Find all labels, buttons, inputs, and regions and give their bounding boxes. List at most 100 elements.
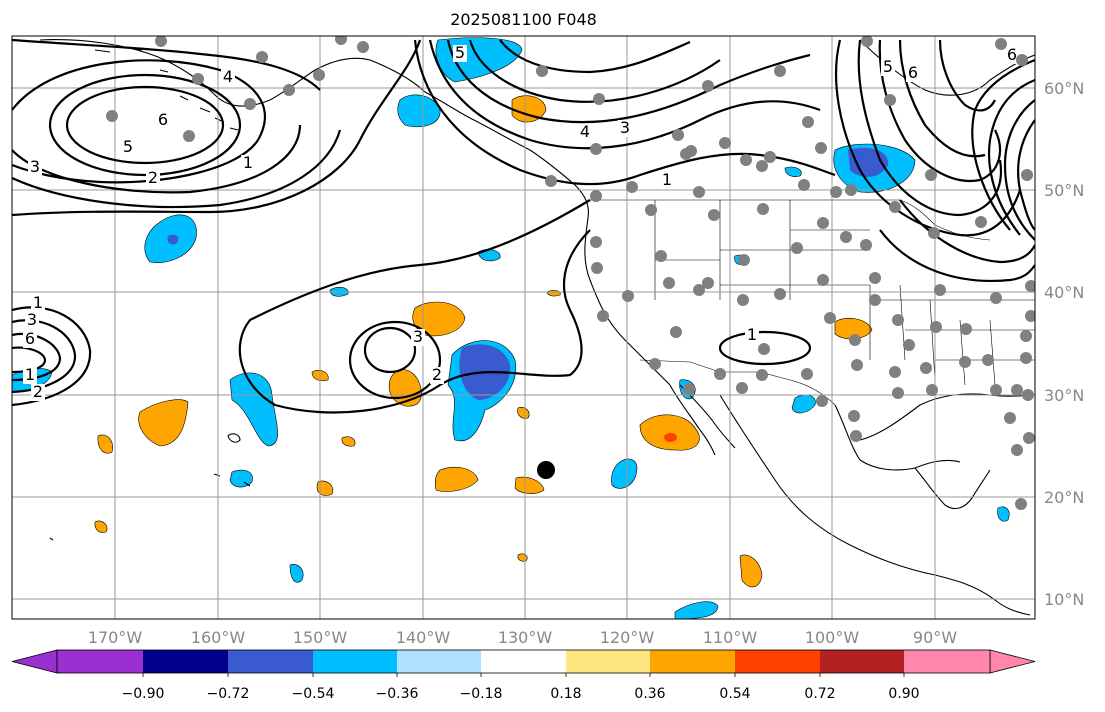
latitude-label: 40°N bbox=[1044, 283, 1084, 302]
station-dot bbox=[683, 383, 695, 395]
latitude-labels: 60°N 50°N 40°N 30°N 20°N 10°N bbox=[1044, 79, 1084, 609]
colorbar bbox=[11, 649, 1036, 674]
colorbar-segment bbox=[57, 650, 143, 673]
contour-label: 1 bbox=[747, 325, 757, 344]
contour-label: 1 bbox=[25, 365, 35, 384]
station-dot bbox=[738, 254, 750, 266]
longitude-label: 100°W bbox=[805, 628, 860, 647]
station-dot bbox=[817, 274, 829, 286]
latitude-label: 60°N bbox=[1044, 79, 1084, 98]
contour-label: 2 bbox=[148, 168, 158, 187]
station-dot bbox=[757, 203, 769, 215]
contour-label: 5 bbox=[883, 57, 893, 76]
latitude-label: 50°N bbox=[1044, 181, 1084, 200]
station-dot bbox=[889, 366, 901, 378]
station-dot bbox=[155, 36, 167, 47]
colorbar-segment bbox=[650, 650, 735, 673]
colorbar-outline bbox=[56, 649, 991, 674]
contour-label-background bbox=[1005, 47, 1019, 64]
station-dot bbox=[740, 154, 752, 166]
contour-label-background bbox=[618, 120, 632, 137]
colorbar-extend-left bbox=[11, 649, 58, 674]
contour-label-background bbox=[121, 139, 135, 156]
station-dot bbox=[649, 358, 661, 370]
station-dot bbox=[764, 151, 776, 163]
station-dot bbox=[702, 80, 714, 92]
station-dot bbox=[693, 284, 705, 296]
station-dot bbox=[591, 262, 603, 274]
station-dot bbox=[597, 310, 609, 322]
station-dot bbox=[860, 239, 872, 251]
station-dot bbox=[622, 290, 634, 302]
colorbar-segment bbox=[904, 650, 990, 673]
station-dot bbox=[536, 65, 548, 77]
contour-label-background bbox=[25, 312, 39, 329]
contour-label: 6 bbox=[1007, 45, 1017, 64]
station-dot bbox=[645, 204, 657, 216]
longitude-label: 140°W bbox=[396, 628, 451, 647]
contour-label-background bbox=[31, 295, 45, 312]
station-dot bbox=[256, 51, 268, 63]
colorbar-tick-label: 0.36 bbox=[634, 686, 665, 702]
station-dot bbox=[1022, 389, 1034, 401]
contour-label-background bbox=[453, 45, 467, 62]
contour-label: 4 bbox=[580, 122, 590, 141]
station-dot bbox=[990, 384, 1002, 396]
station-dot bbox=[928, 227, 940, 239]
station-dot bbox=[283, 84, 295, 96]
station-dot bbox=[845, 184, 857, 196]
colorbar-segment bbox=[820, 650, 904, 673]
longitude-label: 170°W bbox=[88, 628, 143, 647]
contour-label: 3 bbox=[30, 157, 40, 176]
station-dot bbox=[982, 354, 994, 366]
station-dot bbox=[693, 186, 705, 198]
station-dot bbox=[1025, 280, 1035, 292]
station-dot bbox=[869, 294, 881, 306]
contour-label-background bbox=[906, 65, 920, 82]
station-dot bbox=[183, 130, 195, 142]
station-dot bbox=[244, 98, 256, 110]
contour-label-background bbox=[31, 384, 45, 401]
longitude-label: 150°W bbox=[293, 628, 348, 647]
station-dot bbox=[892, 387, 904, 399]
station-dot bbox=[903, 339, 915, 351]
station-dot bbox=[975, 216, 987, 228]
location-marker bbox=[537, 461, 555, 479]
latitude-label: 20°N bbox=[1044, 488, 1084, 507]
latitude-label: 10°N bbox=[1044, 590, 1084, 609]
station-dot bbox=[593, 93, 605, 105]
station-dot bbox=[655, 250, 667, 262]
station-dot bbox=[680, 148, 692, 160]
station-dot bbox=[708, 209, 720, 221]
station-dot bbox=[815, 142, 827, 154]
station-dot bbox=[1011, 384, 1023, 396]
contour-label: 2 bbox=[33, 382, 43, 401]
map-frame bbox=[11, 35, 1036, 620]
station-dot bbox=[926, 384, 938, 396]
colorbar-tick-label: 0.18 bbox=[550, 686, 581, 702]
station-dot bbox=[1011, 444, 1023, 456]
contour-label-background bbox=[660, 172, 674, 189]
contour-label: 3 bbox=[27, 310, 37, 329]
station-dot bbox=[925, 169, 937, 181]
longitude-label: 160°W bbox=[191, 628, 246, 647]
station-dot bbox=[851, 359, 863, 371]
station-dot bbox=[313, 69, 325, 81]
station-dot bbox=[736, 382, 748, 394]
station-dot bbox=[840, 231, 852, 243]
station-dot bbox=[545, 175, 557, 187]
contour-label-background bbox=[745, 327, 759, 344]
longitude-label: 130°W bbox=[498, 628, 553, 647]
contour-label: 1 bbox=[243, 153, 253, 172]
colorbar-segment bbox=[143, 650, 228, 673]
station-dot bbox=[335, 36, 347, 45]
station-dot bbox=[930, 321, 942, 333]
contour-label: 3 bbox=[620, 118, 630, 137]
station-dot bbox=[1004, 412, 1016, 424]
station-dot bbox=[1016, 54, 1028, 66]
station-dot bbox=[357, 41, 369, 53]
station-dot bbox=[850, 430, 862, 442]
longitude-label: 110°W bbox=[703, 628, 758, 647]
contour-label-background bbox=[430, 367, 444, 384]
